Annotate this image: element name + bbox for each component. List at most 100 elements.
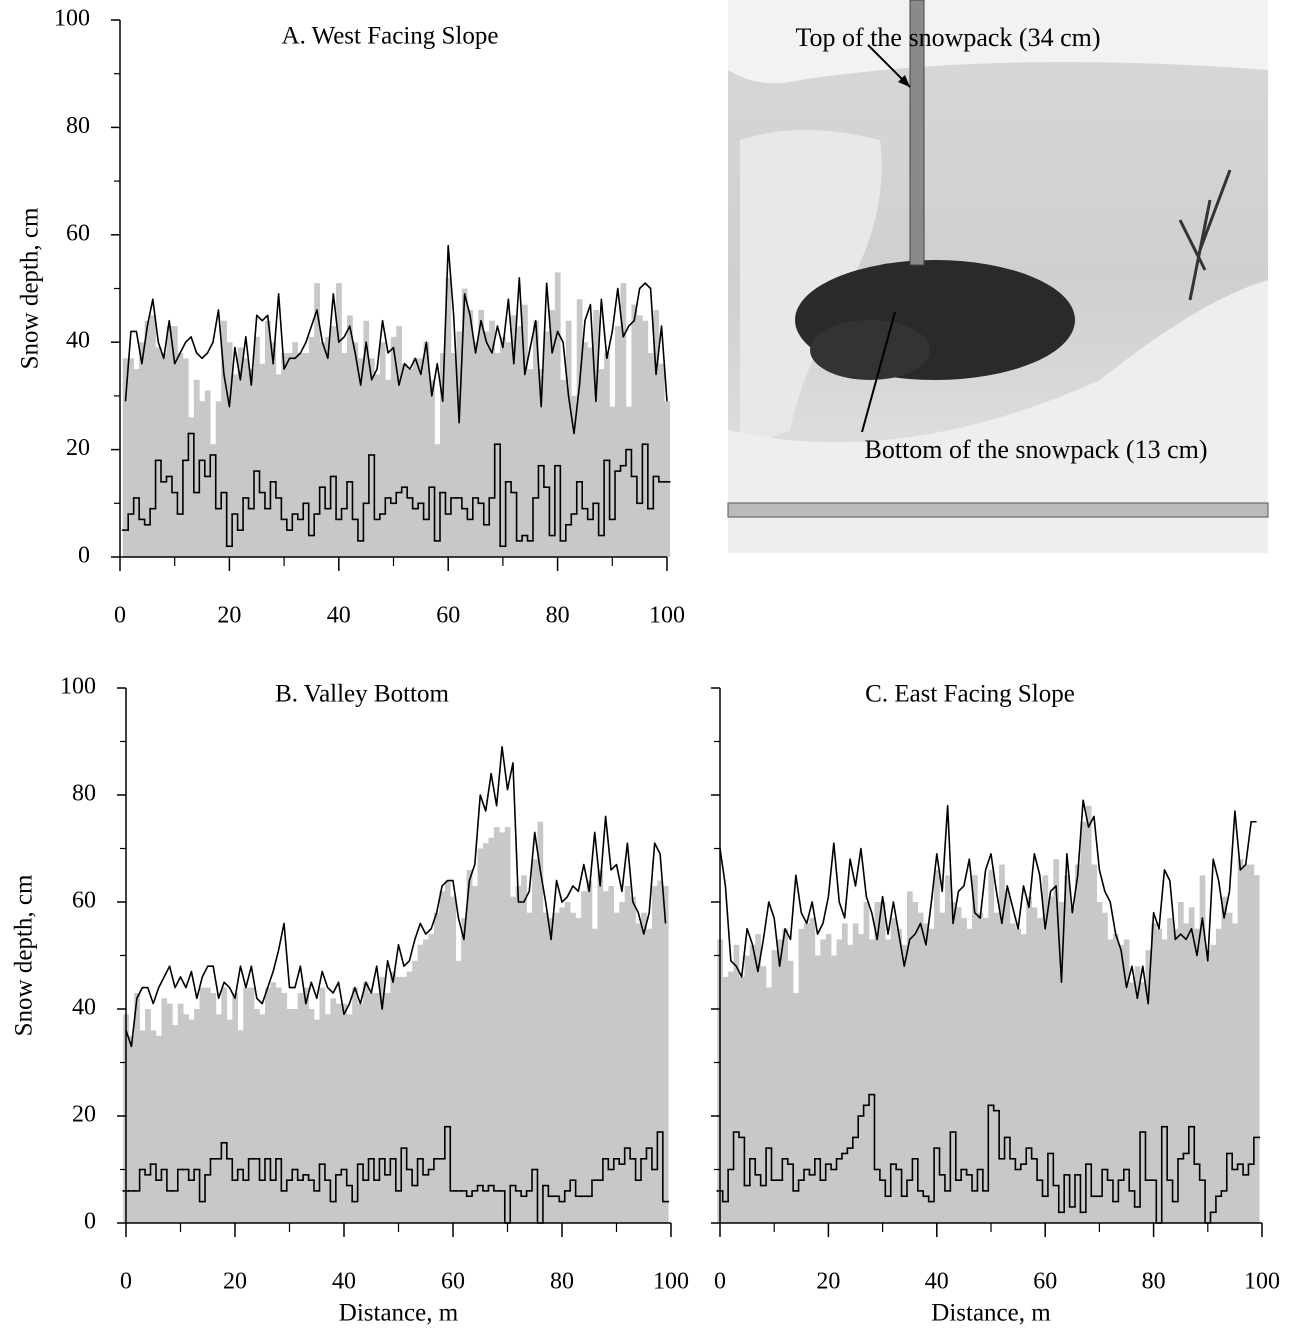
bar xyxy=(560,379,567,557)
bar xyxy=(352,342,359,557)
bar xyxy=(335,1003,342,1223)
annotation: Bottom of the snowpack (13 cm) xyxy=(865,435,1208,464)
bar xyxy=(494,352,501,557)
y-tick-label: 60 xyxy=(66,220,90,246)
y-tick-label: 40 xyxy=(66,328,90,354)
bar xyxy=(1004,891,1011,1223)
bar xyxy=(428,934,435,1223)
bar xyxy=(804,923,810,1223)
bar xyxy=(554,272,561,557)
bar xyxy=(314,1019,320,1223)
bar xyxy=(516,326,523,557)
bar xyxy=(641,912,647,1223)
bar xyxy=(226,342,233,557)
y-tick-label: 40 xyxy=(72,995,96,1021)
bar xyxy=(243,987,249,1223)
chart-panel: 0 20 40 60 80 100 C. East Facing Slope Distance… xyxy=(711,681,1280,1327)
bar xyxy=(319,342,326,557)
bar xyxy=(961,918,967,1223)
bar xyxy=(1037,918,1043,1223)
bar xyxy=(482,843,489,1223)
bar xyxy=(461,918,467,1223)
bar xyxy=(782,928,789,1223)
bar xyxy=(1102,912,1108,1223)
bar xyxy=(602,891,609,1223)
bar xyxy=(226,1019,233,1223)
bar xyxy=(275,374,282,557)
bar xyxy=(662,885,669,1223)
bar xyxy=(766,987,772,1223)
bar xyxy=(166,326,173,557)
bar xyxy=(636,315,643,557)
bar xyxy=(885,939,892,1223)
data-line xyxy=(125,746,667,1048)
bar xyxy=(188,417,195,557)
bar xyxy=(653,309,660,557)
bar xyxy=(1221,896,1228,1223)
x-tick-label: 20 xyxy=(217,603,241,629)
bar xyxy=(374,374,381,557)
y-tick-label: 20 xyxy=(72,1102,96,1128)
bar xyxy=(1112,934,1119,1223)
bar xyxy=(966,928,973,1223)
bar xyxy=(330,998,337,1223)
bar xyxy=(646,928,653,1223)
y-tick-label: 80 xyxy=(66,113,90,139)
bar xyxy=(755,934,761,1223)
bar xyxy=(912,902,919,1223)
x-tick-label: 20 xyxy=(223,1269,247,1295)
bar xyxy=(270,982,277,1223)
bar xyxy=(993,912,1000,1223)
bar xyxy=(744,955,751,1223)
bar xyxy=(999,864,1005,1223)
bar xyxy=(336,283,342,557)
bar xyxy=(1215,928,1222,1223)
bar xyxy=(450,352,457,557)
bar xyxy=(1161,939,1168,1223)
bar xyxy=(537,821,544,1223)
bar xyxy=(264,320,271,557)
bar xyxy=(161,352,167,557)
bar xyxy=(297,352,304,557)
bar xyxy=(172,1025,179,1223)
bar xyxy=(325,336,331,557)
bar xyxy=(526,912,533,1223)
bar xyxy=(205,987,211,1223)
bar xyxy=(1042,875,1049,1223)
bar xyxy=(439,891,446,1223)
bar xyxy=(215,1014,222,1223)
x-tick-label: 0 xyxy=(714,1269,726,1295)
bar xyxy=(1156,928,1163,1223)
bar xyxy=(1123,939,1130,1223)
bar xyxy=(825,934,832,1223)
bar xyxy=(1069,907,1076,1223)
bar xyxy=(466,869,473,1223)
bar xyxy=(1243,864,1249,1223)
bar xyxy=(385,379,392,557)
bar xyxy=(341,352,348,557)
bar xyxy=(1020,934,1027,1223)
bar xyxy=(609,406,616,557)
bar xyxy=(488,837,495,1223)
bar xyxy=(651,885,658,1223)
bar xyxy=(635,923,642,1223)
bar xyxy=(407,369,413,557)
bar xyxy=(319,987,326,1223)
bar xyxy=(188,1019,195,1223)
bar xyxy=(281,992,288,1223)
bar xyxy=(139,1030,146,1223)
bar xyxy=(1075,864,1081,1223)
bar xyxy=(906,891,913,1223)
snow-floor xyxy=(728,280,1268,553)
bar xyxy=(836,939,843,1223)
x-tick-label: 40 xyxy=(327,603,351,629)
bar xyxy=(324,1014,331,1223)
bar xyxy=(728,971,734,1223)
bar xyxy=(522,304,528,557)
bar xyxy=(570,912,576,1223)
bar xyxy=(847,944,854,1223)
arrow xyxy=(861,311,896,433)
bar xyxy=(896,928,902,1223)
bar xyxy=(820,939,826,1223)
